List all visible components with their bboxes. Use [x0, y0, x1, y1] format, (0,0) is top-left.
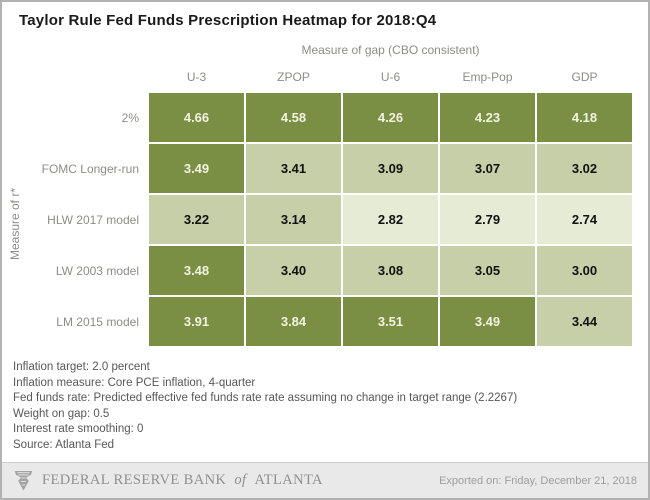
row-label-lm-2015-model: LM 2015 model: [56, 314, 139, 329]
row-label-lw-2003-model: LW 2003 model: [55, 263, 139, 278]
heatmap-cell: 2.74: [537, 195, 632, 244]
heatmap-cell: 2.82: [343, 195, 438, 244]
footer-bar: FEDERAL RESERVE BANK of ATLANTA Exported…: [2, 462, 648, 498]
brand-text-right: ATLANTA: [254, 472, 323, 488]
heatmap-cell: 3.14: [246, 195, 341, 244]
column-header-u-6: U-6: [380, 70, 401, 84]
heatmap-cell: 3.48: [149, 246, 244, 295]
chart-notes: Inflation target: 2.0 percent Inflation m…: [13, 360, 648, 453]
heatmap-grid: Measure of gap (CBO consistent) U-3 ZPOP U…: [2, 39, 648, 346]
heatmap-cell: 3.00: [537, 246, 632, 295]
heatmap-cell: 3.02: [537, 144, 632, 193]
column-header-zpop: ZPOP: [277, 70, 310, 84]
note-line: Inflation measure: Core PCE inflation, 4…: [13, 376, 256, 389]
note-line: Inflation target: 2.0 percent: [13, 361, 150, 373]
brand-text-left: FEDERAL RESERVE BANK: [42, 472, 227, 488]
note-line: Fed funds rate: Predicted effective fed …: [13, 392, 518, 404]
heatmap-cell: 3.07: [440, 144, 535, 193]
heatmap-cell: 3.41: [246, 144, 341, 193]
heatmap-cell: 4.58: [246, 93, 341, 142]
y-axis-title: Measure of r*: [8, 187, 22, 261]
page-title: Taylor Rule Fed Funds Prescription Heatm…: [19, 12, 437, 29]
row-label-hlw-2017-model: HLW 2017 model: [47, 212, 139, 227]
column-header-u-3: U-3: [186, 70, 207, 84]
heatmap-cell: 4.26: [343, 93, 438, 142]
heatmap-cell: 3.09: [343, 144, 438, 193]
heatmap-cell: 2.79: [440, 195, 535, 244]
fed-eagle-logo-icon: [14, 470, 33, 491]
heatmap-cell: 3.08: [343, 246, 438, 295]
heatmap-cell: 3.49: [440, 297, 535, 346]
heatmap-cell: 3.51: [343, 297, 438, 346]
heatmap-cell: 3.44: [537, 297, 632, 346]
row-label-fomc-longer-run: FOMC Longer-run: [41, 161, 139, 176]
heatmap-cell: 4.66: [149, 93, 244, 142]
heatmap-cell: 4.18: [537, 93, 632, 142]
heatmap-cell: 3.84: [246, 297, 341, 346]
heatmap-chart: Measure of gap (CBO consistent) U-3 ZPOP U…: [2, 39, 648, 346]
row-label-2-: 2%: [121, 110, 139, 125]
frb-atlanta-brand: FEDERAL RESERVE BANK of ATLANTA: [13, 469, 323, 493]
heatmap-cell: 3.40: [246, 246, 341, 295]
heatmap-cell: 3.22: [149, 195, 244, 244]
note-line: Weight on gap: 0.5: [13, 407, 110, 420]
note-line: Source: Atlanta Fed: [13, 438, 115, 451]
exported-timestamp: Exported on: Friday, December 21, 2018: [439, 474, 637, 487]
grid-corner-spacer: [2, 63, 147, 91]
heatmap-cell: 4.23: [440, 93, 535, 142]
x-axis-title: Measure of gap (CBO consistent): [301, 43, 480, 57]
note-line: Interest rate smoothing: 0: [13, 423, 144, 435]
column-header-emp-pop: Emp-Pop: [462, 70, 513, 84]
column-header-gdp: GDP: [571, 70, 598, 84]
heatmap-cell: 3.05: [440, 246, 535, 295]
heatmap-cell: 3.91: [149, 297, 244, 346]
heatmap-cell: 3.49: [149, 144, 244, 193]
brand-text-of: of: [234, 472, 247, 488]
